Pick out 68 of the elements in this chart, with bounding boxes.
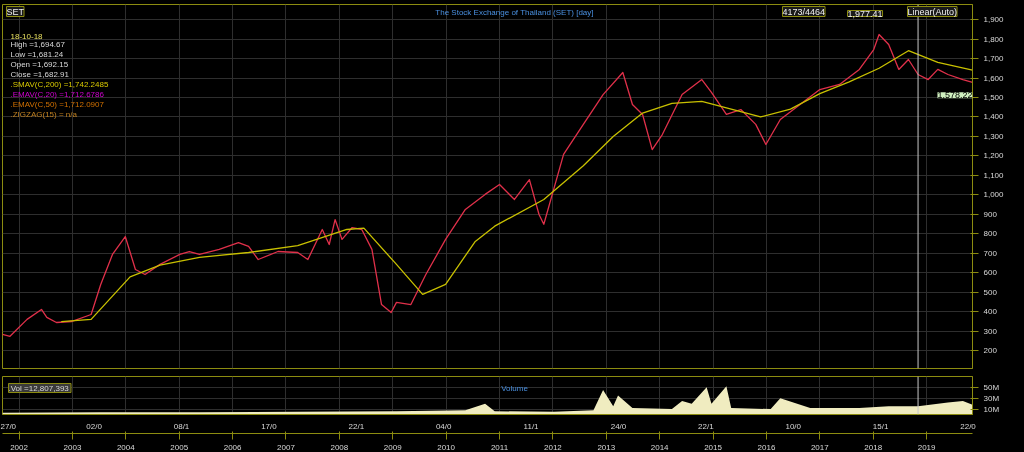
text: Volume: [501, 383, 529, 393]
text: 04/0: [435, 421, 453, 431]
y-tick-label: 700: [983, 248, 998, 258]
x-tick-label: 2004: [116, 442, 136, 452]
annotation: Low =1,681.24: [10, 49, 64, 59]
x-tick-label: 2010: [437, 442, 456, 452]
y-tick-label: 500: [983, 287, 998, 297]
text: 17/0: [261, 421, 278, 431]
y-tick-label: 1,200: [983, 151, 1005, 161]
x-tick-label: 2007: [277, 442, 296, 452]
x-tick-label: 2006: [223, 442, 243, 452]
x-tick-label: 2011: [490, 442, 509, 452]
y-tick-label: 400: [983, 307, 998, 317]
y-tick-label: 30M: [983, 393, 1000, 403]
x-tick-label: 2012: [544, 442, 563, 452]
annotation: .Vol =12,807,393: [8, 383, 70, 393]
x-tick-label: 2003: [63, 442, 82, 452]
annotation: SET: [6, 6, 25, 17]
x-tick-label: 2017: [810, 442, 830, 452]
annotation: 1,578.22: [937, 90, 973, 101]
y-tick-label: 1,300: [983, 131, 1005, 141]
text: 22/0: [960, 421, 977, 431]
x-tick-label: 2016: [757, 442, 776, 452]
y-tick-label: 50M: [983, 382, 1000, 392]
y-tick-label: 300: [983, 326, 998, 336]
y-tick-label: 1,100: [983, 170, 1005, 180]
x-tick-label: 2009: [383, 442, 403, 452]
x-tick-label: 2005: [170, 442, 189, 452]
x-tick-label: 2002: [10, 442, 29, 452]
y-tick-label: 200: [983, 346, 998, 356]
annotation: Linear(Auto): [907, 6, 958, 17]
text: 08/1: [173, 421, 190, 431]
x-tick-label: 2015: [704, 442, 723, 452]
y-tick-label: 1,600: [983, 73, 1005, 83]
y-tick-label: 1,700: [983, 54, 1005, 64]
annotation: 1,977.41: [847, 8, 883, 19]
x-tick-label: 2014: [650, 442, 670, 452]
annotation: Close =1,682.91: [10, 69, 70, 79]
y-tick-label: 1,900: [983, 15, 1005, 25]
y-tick-label: 10M: [983, 404, 1000, 414]
y-tick-label: 1,500: [983, 93, 1005, 102]
y-tick-label: 1,800: [983, 34, 1005, 44]
annotation: .SMAV(C,200) =1,742.2485: [10, 79, 109, 89]
chart-title: The Stock Exchange of Thailand (SET) [day]: [435, 7, 594, 17]
x-tick-label: 2018: [864, 442, 883, 452]
y-tick-label: 1,400: [983, 112, 1005, 122]
annotation: Open =1,692.15: [10, 59, 69, 69]
x-tick-label: 2019: [917, 442, 937, 452]
y-tick-label: 1,000: [983, 190, 1005, 200]
text: 24/0: [610, 421, 627, 431]
annotation: 4173/4464: [782, 6, 826, 17]
x-tick-label: 2008: [330, 442, 349, 452]
y-tick-label: 800: [983, 229, 998, 239]
text: 22/1: [698, 421, 715, 431]
text: 22/1: [348, 421, 365, 431]
text: 11/1: [523, 421, 540, 431]
annotation: .EMAV(C,20) =1,712.6786: [10, 89, 105, 99]
y-tick-label: 900: [983, 209, 998, 219]
annotation: .ZIGZAG(15) = n/a: [10, 109, 78, 119]
y-tick-label: 600: [983, 268, 998, 278]
x-tick-label: 2013: [597, 442, 616, 452]
annotation: .EMAV(C,50) =1,712.0907: [10, 99, 105, 109]
annotation: High =1,694.67: [10, 39, 66, 49]
text: 10/0: [785, 421, 802, 431]
text: 27/0: [0, 421, 17, 431]
text: 02/0: [86, 421, 103, 431]
annotation: 18-10-18: [10, 31, 44, 41]
text: 15/1: [872, 421, 889, 431]
